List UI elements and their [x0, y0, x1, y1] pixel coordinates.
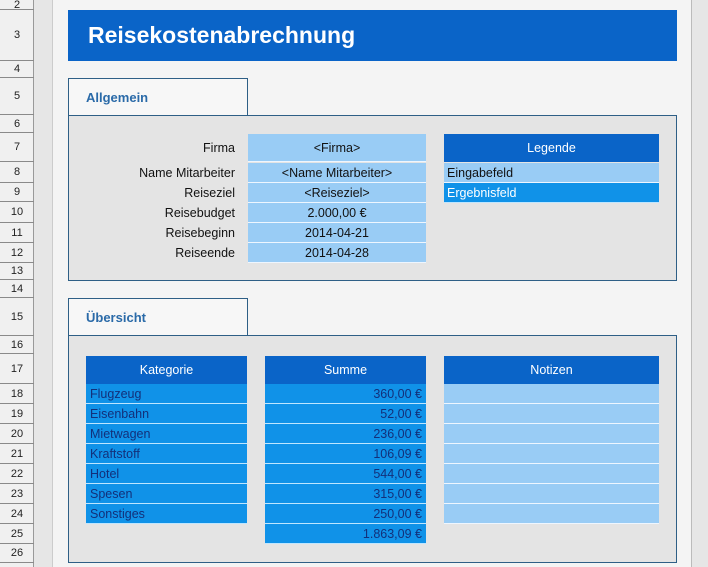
row-header[interactable]: 16 — [0, 336, 34, 354]
field-input[interactable]: 2014-04-21 — [248, 223, 426, 243]
kategorie-cell: Mietwagen — [86, 424, 247, 444]
row-header[interactable]: 19 — [0, 404, 34, 424]
field-input[interactable]: 2.000,00 € — [248, 203, 426, 223]
kategorie-cell: Sonstiges — [86, 504, 247, 524]
row-header[interactable]: 2 — [0, 0, 34, 11]
legend-result-field: Ergebnisfeld — [444, 183, 659, 203]
legend-header: Legende — [444, 134, 659, 162]
row-header[interactable]: 7 — [0, 133, 34, 162]
page-title: Reisekostenabrechnung — [68, 10, 677, 61]
row-header[interactable]: 20 — [0, 424, 34, 444]
notizen-cell[interactable] — [444, 484, 659, 504]
field-input[interactable]: <Reiseziel> — [248, 183, 426, 203]
row-header[interactable]: 21 — [0, 444, 34, 464]
field-label: Reisebeginn — [165, 226, 236, 240]
kategorie-header: Kategorie — [86, 356, 247, 384]
kategorie-cell: Spesen — [86, 484, 247, 504]
field-label: Reiseziel — [184, 186, 235, 200]
kategorie-cell: Kraftstoff — [86, 444, 247, 464]
row-header[interactable]: 15 — [0, 298, 34, 336]
notizen-header: Notizen — [444, 356, 659, 384]
row-header[interactable]: 9 — [0, 183, 34, 202]
kategorie-cell: Hotel — [86, 464, 247, 484]
row-header[interactable]: 10 — [0, 202, 34, 223]
field-input[interactable]: 2014-04-28 — [248, 243, 426, 263]
field-input[interactable]: <Name Mitarbeiter> — [248, 163, 426, 183]
summe-cell: 52,00 € — [265, 404, 426, 424]
field-label: Name Mitarbeiter — [139, 166, 235, 180]
notizen-cell[interactable] — [444, 424, 659, 444]
row-header[interactable]: 3 — [0, 10, 34, 61]
field-label: Reisebudget — [164, 206, 235, 220]
row-header[interactable]: 26 — [0, 544, 34, 563]
summe-cell: 360,00 € — [265, 384, 426, 404]
summe-cell: 544,00 € — [265, 464, 426, 484]
summe-cell: 250,00 € — [265, 504, 426, 524]
notizen-cell[interactable] — [444, 444, 659, 464]
row-header[interactable]: 23 — [0, 484, 34, 504]
field-label: Firma — [203, 141, 235, 155]
summe-cell: 315,00 € — [265, 484, 426, 504]
total-sum: 1.863,09 € — [265, 524, 426, 544]
row-header[interactable]: 13 — [0, 263, 34, 280]
notizen-cell[interactable] — [444, 384, 659, 404]
row-header[interactable]: 12 — [0, 243, 34, 263]
row-headers: 2 3 4 5 6 7 8 9 10 11 12 13 14 15 16 17 18 19 20 21 22 23 24 25… — [0, 0, 34, 567]
field-label: Reiseende — [175, 246, 235, 260]
field-input[interactable]: <Firma> — [248, 134, 426, 162]
summe-cell: 106,09 € — [265, 444, 426, 464]
kategorie-cell: Flugzeug — [86, 384, 247, 404]
row-header[interactable]: 25 — [0, 524, 34, 544]
row-header[interactable]: 11 — [0, 223, 34, 243]
summe-header: Summe — [265, 356, 426, 384]
row-header[interactable]: 24 — [0, 504, 34, 524]
row-header[interactable]: 8 — [0, 162, 34, 183]
row-header[interactable]: 18 — [0, 384, 34, 404]
notizen-cell[interactable] — [444, 404, 659, 424]
tab-uebersicht: Übersicht — [68, 298, 248, 336]
row-header[interactable]: 5 — [0, 78, 34, 115]
legend-input-field: Eingabefeld — [444, 163, 659, 183]
summe-cell: 236,00 € — [265, 424, 426, 444]
kategorie-cell: Eisenbahn — [86, 404, 247, 424]
row-header[interactable]: 6 — [0, 115, 34, 133]
row-header[interactable]: 22 — [0, 464, 34, 484]
row-header[interactable]: 17 — [0, 354, 34, 384]
row-header[interactable]: 14 — [0, 280, 34, 298]
tab-allgemein: Allgemein — [68, 78, 248, 116]
notizen-cell[interactable] — [444, 504, 659, 524]
row-header[interactable]: 4 — [0, 61, 34, 78]
notizen-cell[interactable] — [444, 464, 659, 484]
